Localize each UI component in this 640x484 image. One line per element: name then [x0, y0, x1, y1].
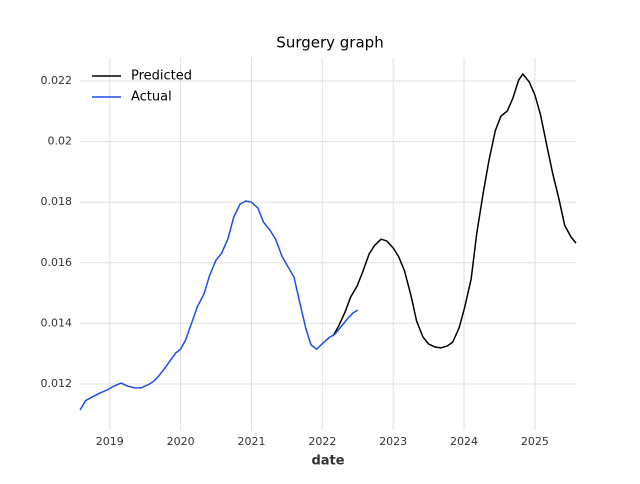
- y-tick-label: 0.018: [41, 195, 73, 208]
- x-tick-label: 2020: [167, 435, 195, 448]
- x-tick-label: 2025: [521, 435, 549, 448]
- x-tick-label: 2022: [308, 435, 336, 448]
- x-tick-label: 2019: [96, 435, 124, 448]
- y-tick-label: 0.012: [41, 377, 73, 390]
- legend-label: Predicted: [131, 69, 192, 84]
- y-tick-label: 0.016: [41, 256, 73, 269]
- legend-label: Actual: [131, 90, 172, 105]
- y-tick-label: 0.02: [48, 135, 73, 148]
- x-axis-label: date: [311, 454, 344, 469]
- series-line: [79, 200, 359, 411]
- series-line: [332, 72, 577, 349]
- x-tick-label: 2023: [379, 435, 407, 448]
- x-tick-label: 2024: [450, 435, 478, 448]
- y-tick-label: 0.014: [41, 316, 73, 329]
- chart-title: Surgery graph: [276, 34, 383, 52]
- y-tick-label: 0.022: [41, 74, 73, 87]
- x-tick-label: 2021: [237, 435, 265, 448]
